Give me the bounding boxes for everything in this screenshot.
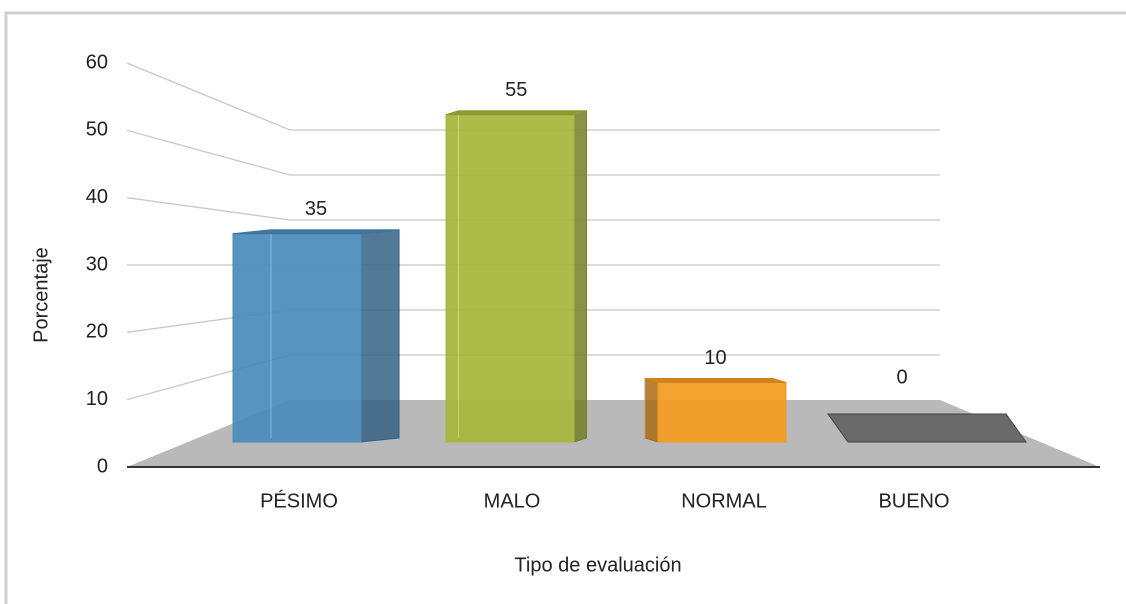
bar — [445, 110, 587, 443]
grid-line — [126, 62, 291, 131]
bar-side — [644, 377, 659, 443]
bar-top — [644, 378, 787, 383]
x-tick-label: PÉSIMO — [260, 489, 338, 512]
data-label: 55 — [505, 79, 527, 101]
bar-front — [445, 114, 575, 443]
y-tick-label: 10 — [86, 388, 108, 410]
bar-front — [657, 382, 787, 443]
y-tick-label: 30 — [86, 253, 108, 275]
bar-side — [573, 110, 587, 443]
x-tick-label: MALO — [484, 490, 541, 512]
data-label: 35 — [305, 198, 327, 220]
bar-side — [360, 229, 400, 443]
bar-front — [232, 233, 362, 443]
frame — [4, 11, 1126, 604]
bar-top — [232, 229, 400, 235]
y-tick-label: 60 — [86, 51, 108, 73]
x-tick-label: BUENO — [878, 490, 949, 512]
bar — [827, 413, 1027, 443]
grid-line — [126, 197, 291, 221]
y-axis-label: Porcentaje — [30, 247, 52, 343]
y-tick-label: 20 — [86, 321, 108, 343]
grid — [126, 62, 940, 401]
x-tick-label: NORMAL — [681, 490, 767, 512]
data-label: 10 — [704, 347, 726, 369]
bar-flat — [827, 413, 1027, 443]
bars — [232, 110, 1027, 443]
bar-top — [445, 110, 587, 116]
x-axis-label: Tipo de evaluación — [514, 554, 681, 576]
bar — [644, 377, 787, 443]
y-tick-label: 50 — [86, 119, 108, 141]
data-label: 0 — [896, 366, 907, 388]
y-tick-label: 0 — [97, 455, 108, 477]
y-tick-label: 40 — [86, 186, 108, 208]
grid-line — [126, 129, 291, 176]
bar — [232, 229, 400, 443]
